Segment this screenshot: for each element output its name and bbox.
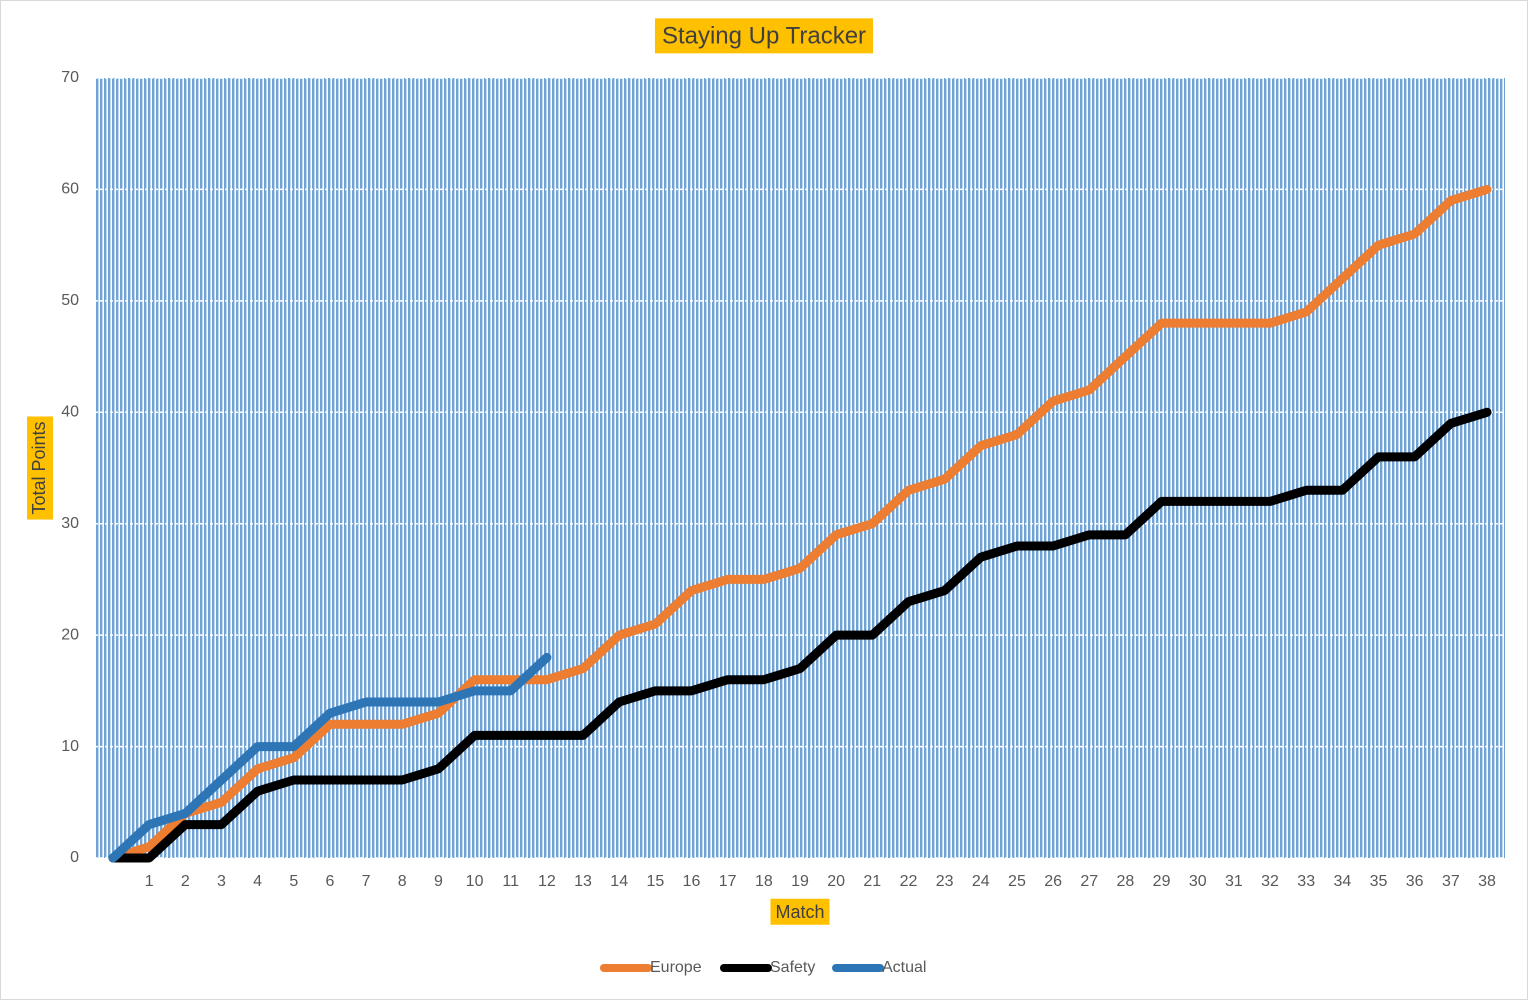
x-tick-label: 8: [398, 873, 407, 890]
chart-title: Staying Up Tracker: [662, 22, 866, 49]
x-tick-label: 7: [362, 873, 371, 890]
y-label-box: [27, 416, 53, 520]
x-tick-label: 15: [646, 873, 664, 890]
y-tick-label: 20: [61, 626, 79, 643]
x-tick-label: 37: [1442, 873, 1460, 890]
x-tick-label: 19: [791, 873, 809, 890]
x-tick-label: 24: [972, 873, 990, 890]
x-tick-label: 12: [538, 873, 556, 890]
x-tick-label: 6: [325, 873, 334, 890]
y-tick-label: 40: [61, 404, 79, 421]
series-line: [108, 652, 552, 863]
series-line: [108, 407, 1492, 863]
x-tick-label: 5: [289, 873, 298, 890]
x-tick-label: 36: [1406, 873, 1424, 890]
legend-label: Safety: [770, 959, 815, 976]
x-tick-label: 32: [1261, 873, 1279, 890]
x-tick-label: 30: [1189, 873, 1207, 890]
x-axis-label: Match: [775, 902, 824, 922]
x-tick-label: 3: [217, 873, 226, 890]
x-tick-label: 10: [466, 873, 484, 890]
x-tick-label: 16: [683, 873, 701, 890]
x-tick-label: 17: [719, 873, 737, 890]
x-tick-label: 2: [181, 873, 190, 890]
legend-label: Europe: [650, 959, 702, 976]
x-tick-label: 29: [1153, 873, 1171, 890]
x-tick-label: 11: [502, 873, 519, 890]
y-tick-label: 10: [61, 738, 79, 755]
y-tick-label: 70: [61, 69, 79, 86]
x-tick-label: 1: [145, 873, 154, 890]
x-tick-label: 35: [1370, 873, 1388, 890]
x-tick-label: 26: [1044, 873, 1062, 890]
x-tick-label: 25: [1008, 873, 1026, 890]
x-tick-label: 31: [1225, 873, 1243, 890]
series-line: [108, 184, 1492, 863]
x-tick-label: 38: [1478, 873, 1496, 890]
x-label-box: [770, 898, 830, 925]
title-box: [654, 18, 874, 54]
x-tick-label: 33: [1297, 873, 1315, 890]
x-tick-label: 18: [755, 873, 773, 890]
y-tick-label: 0: [70, 849, 79, 866]
x-tick-label: 9: [434, 873, 443, 890]
x-tick-label: 28: [1117, 873, 1135, 890]
x-tick-label: 21: [863, 873, 881, 890]
legend-label: Actual: [882, 959, 926, 976]
x-tick-label: 22: [900, 873, 918, 890]
x-tick-label: 34: [1333, 873, 1351, 890]
x-tick-label: 27: [1080, 873, 1098, 890]
y-tick-label: 30: [61, 515, 79, 532]
x-tick-label: 20: [827, 873, 845, 890]
y-tick-label: 50: [61, 292, 79, 309]
x-tick-label: 14: [610, 873, 628, 890]
y-tick-label: 60: [61, 181, 79, 198]
x-tick-label: 13: [574, 873, 592, 890]
x-tick-label: 23: [936, 873, 954, 890]
y-axis-label: Total Points: [29, 421, 49, 514]
x-tick-label: 4: [253, 873, 262, 890]
